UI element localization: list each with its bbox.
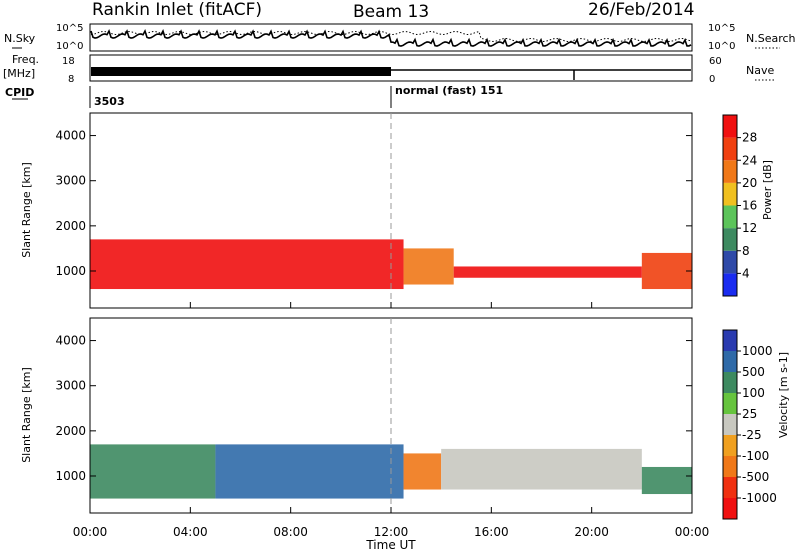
colorbar-swatch <box>723 205 737 229</box>
colorbar-swatch <box>723 414 737 435</box>
colorbar-tick-label: 12 <box>742 221 757 235</box>
power-bands <box>90 239 692 290</box>
y-tick-label: 3000 <box>55 174 86 188</box>
velocity-y-label: Slant Range [km] <box>20 367 33 463</box>
heat-band <box>403 248 454 285</box>
colorbar-tick-label: 100 <box>742 386 765 400</box>
colorbar-swatch <box>723 477 737 498</box>
y-tick-label: 4000 <box>55 334 86 348</box>
velocity-panel: 1000 2000 3000 4000 Slant Range [km] 1000 50… <box>20 302 790 552</box>
colorbar-swatch <box>723 330 737 351</box>
colorbar-swatch <box>723 115 737 138</box>
x-tick-label: 16:00 <box>474 525 509 539</box>
heat-band <box>453 266 642 278</box>
colorbar-tick-label: 24 <box>742 153 757 167</box>
velocity-colorbar-label: Velocity [m s-1] <box>777 352 790 438</box>
noise-panel-frame <box>89 23 693 52</box>
colorbar-swatch <box>723 250 737 274</box>
velocity-colorbar: 1000 500 100 25 -25 -100 -500 -1000 <box>722 329 777 520</box>
colorbar-tick-label: 500 <box>742 365 765 379</box>
y-tick-label: 2000 <box>55 424 86 438</box>
power-y-label: Slant Range [km] <box>20 162 33 258</box>
colorbar-tick-label: 4 <box>742 266 750 280</box>
y-tick-label: 4000 <box>55 129 86 143</box>
freq-label: Freq. <box>12 53 39 66</box>
x-tick-label: 08:00 <box>273 525 308 539</box>
noise-sky-trace <box>90 28 692 47</box>
y-tick-label: 2000 <box>55 219 86 233</box>
noise-right-tick-high: 10^5 <box>708 23 735 34</box>
nave-label: Nave <box>746 64 774 77</box>
freq-tick-low: 8 <box>68 74 74 85</box>
x-tick-label: 04:00 <box>173 525 208 539</box>
noise-panel: N.Sky N.Search 10^5 10^0 10^5 10^0 <box>4 23 796 52</box>
colorbar-swatch <box>723 182 737 206</box>
y-tick-label: 1000 <box>55 264 86 278</box>
nave-tick-high: 60 <box>709 56 722 67</box>
velocity-y-axis: 1000 2000 3000 4000 <box>55 334 692 483</box>
colorbar-swatch <box>723 393 737 414</box>
colorbar-tick-label: 28 <box>742 131 757 145</box>
heat-band <box>441 448 642 490</box>
noise-left-tick-low: 10^0 <box>56 41 83 52</box>
x-tick-label: 00:00 <box>675 525 710 539</box>
heat-band <box>641 466 692 495</box>
colorbar-tick-label: 8 <box>742 244 750 258</box>
cpid-segment-2: normal (fast) 151 <box>395 84 503 97</box>
colorbar-tick-label: 1000 <box>742 344 773 358</box>
x-tick-label: 12:00 <box>374 525 409 539</box>
colorbar-tick-label: -25 <box>742 428 762 442</box>
heat-band <box>403 453 442 490</box>
y-tick-label: 3000 <box>55 379 86 393</box>
colorbar-tick-label: -100 <box>742 449 769 463</box>
heat-band <box>90 239 404 290</box>
colorbar-tick-label: 16 <box>742 199 757 213</box>
noise-right-tick-low: 10^0 <box>708 41 735 52</box>
y-tick-label: 1000 <box>55 469 86 483</box>
power-panel: 1000 2000 3000 4000 Slant Range [km] 4 8 12 16… <box>20 112 774 309</box>
noise-left-tick-high: 10^5 <box>56 23 83 34</box>
colorbar-tick-label: -1000 <box>742 491 777 505</box>
colorbar-swatch <box>723 351 737 372</box>
x-tick-label: 20:00 <box>574 525 609 539</box>
colorbar-swatch <box>723 273 737 296</box>
heat-band <box>215 444 404 499</box>
freq-tick-high: 18 <box>62 56 75 67</box>
x-tick-label: 00:00 <box>73 525 108 539</box>
colorbar-swatch <box>723 456 737 477</box>
date-title: 26/Feb/2014 <box>588 0 694 20</box>
colorbar-swatch <box>723 228 737 251</box>
x-axis-label: Time UT <box>365 538 416 552</box>
freq-panel-frame <box>89 54 693 82</box>
colorbar-tick-label: 20 <box>742 176 757 190</box>
power-colorbar-label: Power [dB] <box>761 160 774 220</box>
colorbar-swatch <box>723 137 737 161</box>
freq-unit-label: [MHz] <box>3 67 35 80</box>
colorbar-swatch <box>723 435 737 456</box>
station-title: Rankin Inlet (fitACF) <box>92 0 262 20</box>
power-y-axis: 1000 2000 3000 4000 <box>55 129 692 278</box>
freq-trace-block <box>91 67 391 76</box>
freq-panel: Freq. [MHz] 18 8 60 0 Nave <box>3 53 775 85</box>
colorbar-swatch <box>723 160 737 183</box>
heat-band <box>641 252 692 290</box>
colorbar-tick-label: -500 <box>742 470 769 484</box>
heat-band <box>90 444 216 499</box>
noise-search-label: N.Search <box>746 32 796 45</box>
noise-search-trace <box>90 30 692 43</box>
beam-title: Beam 13 <box>353 2 429 22</box>
colorbar-frame <box>722 329 738 520</box>
power-colorbar: 4 8 12 16 20 24 28 <box>722 114 757 297</box>
colorbar-swatch <box>723 498 737 519</box>
nave-tick-low: 0 <box>709 74 715 85</box>
x-axis: 00:00 04:00 08:00 12:00 16:00 20:00 00:00 <box>73 302 710 539</box>
noise-sky-label: N.Sky <box>4 32 36 45</box>
cpid-label: CPID <box>5 86 34 99</box>
velocity-bands <box>90 444 692 499</box>
colorbar-swatch <box>723 372 737 393</box>
cpid-segment-1: 3503 <box>94 95 125 108</box>
cpid-panel: CPID 3503 normal (fast) 151 <box>5 84 503 108</box>
colorbar-tick-label: 25 <box>742 407 757 421</box>
